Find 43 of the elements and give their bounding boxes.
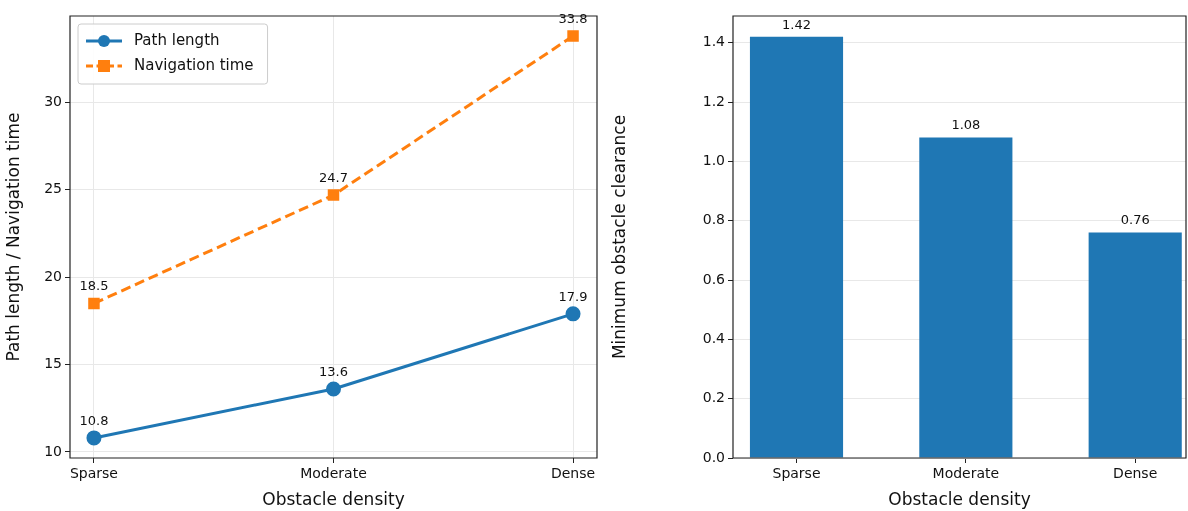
y-tick-label: 1.4 (702, 33, 726, 50)
bar (1088, 232, 1182, 458)
y-tick-label: 30 (44, 93, 62, 110)
y-axis-title: Minimum obstacle clearance (608, 114, 629, 360)
y-tick-label: 0.8 (702, 211, 725, 228)
y-tick-label: 15 (44, 355, 62, 372)
y-tick-label: 0.6 (702, 270, 726, 287)
data-label: 33.8 (558, 10, 588, 26)
y-tick-label: 1.0 (702, 152, 725, 168)
point (565, 306, 581, 322)
x-tick-label: Moderate (932, 465, 1000, 482)
y-tick-label: 0.2 (702, 389, 725, 406)
point (326, 381, 341, 397)
x-axis-title: Obstacle density (888, 489, 1031, 510)
x-tick-label: Dense (550, 465, 596, 482)
y-tick-label: 1.2 (702, 92, 725, 109)
y-tick-label: 25 (44, 180, 62, 197)
y-tick-label: 10 (44, 442, 62, 459)
x-tick-label: Dense (1113, 465, 1158, 482)
data-label: 24.7 (319, 169, 348, 185)
bar (749, 36, 844, 458)
data-label: 1.42 (782, 16, 811, 32)
data-label: 0.76 (1120, 212, 1150, 228)
point (567, 30, 579, 42)
data-label: 17.9 (558, 288, 588, 304)
point (88, 297, 100, 310)
legend-label: Navigation time (134, 55, 254, 74)
x-tick-label: Moderate (300, 465, 367, 482)
y-axis-title: Path length / Navigation time (2, 112, 23, 362)
x-tick-label: Sparse (69, 465, 118, 482)
x-axis-title: Obstacle density (262, 489, 405, 510)
x-tick-label: Sparse (772, 465, 821, 482)
y-tick-label: 0.4 (702, 329, 726, 346)
data-label: 10.8 (79, 412, 109, 428)
data-label: 18.5 (79, 278, 109, 294)
point (86, 430, 102, 446)
y-tick-label: 0.0 (702, 448, 725, 465)
point (327, 189, 340, 201)
data-label: 1.08 (951, 117, 981, 133)
bar (919, 137, 1013, 458)
data-label: 13.6 (319, 363, 348, 379)
y-tick-label: 20 (44, 267, 62, 284)
legend-label: Path length (134, 30, 220, 49)
